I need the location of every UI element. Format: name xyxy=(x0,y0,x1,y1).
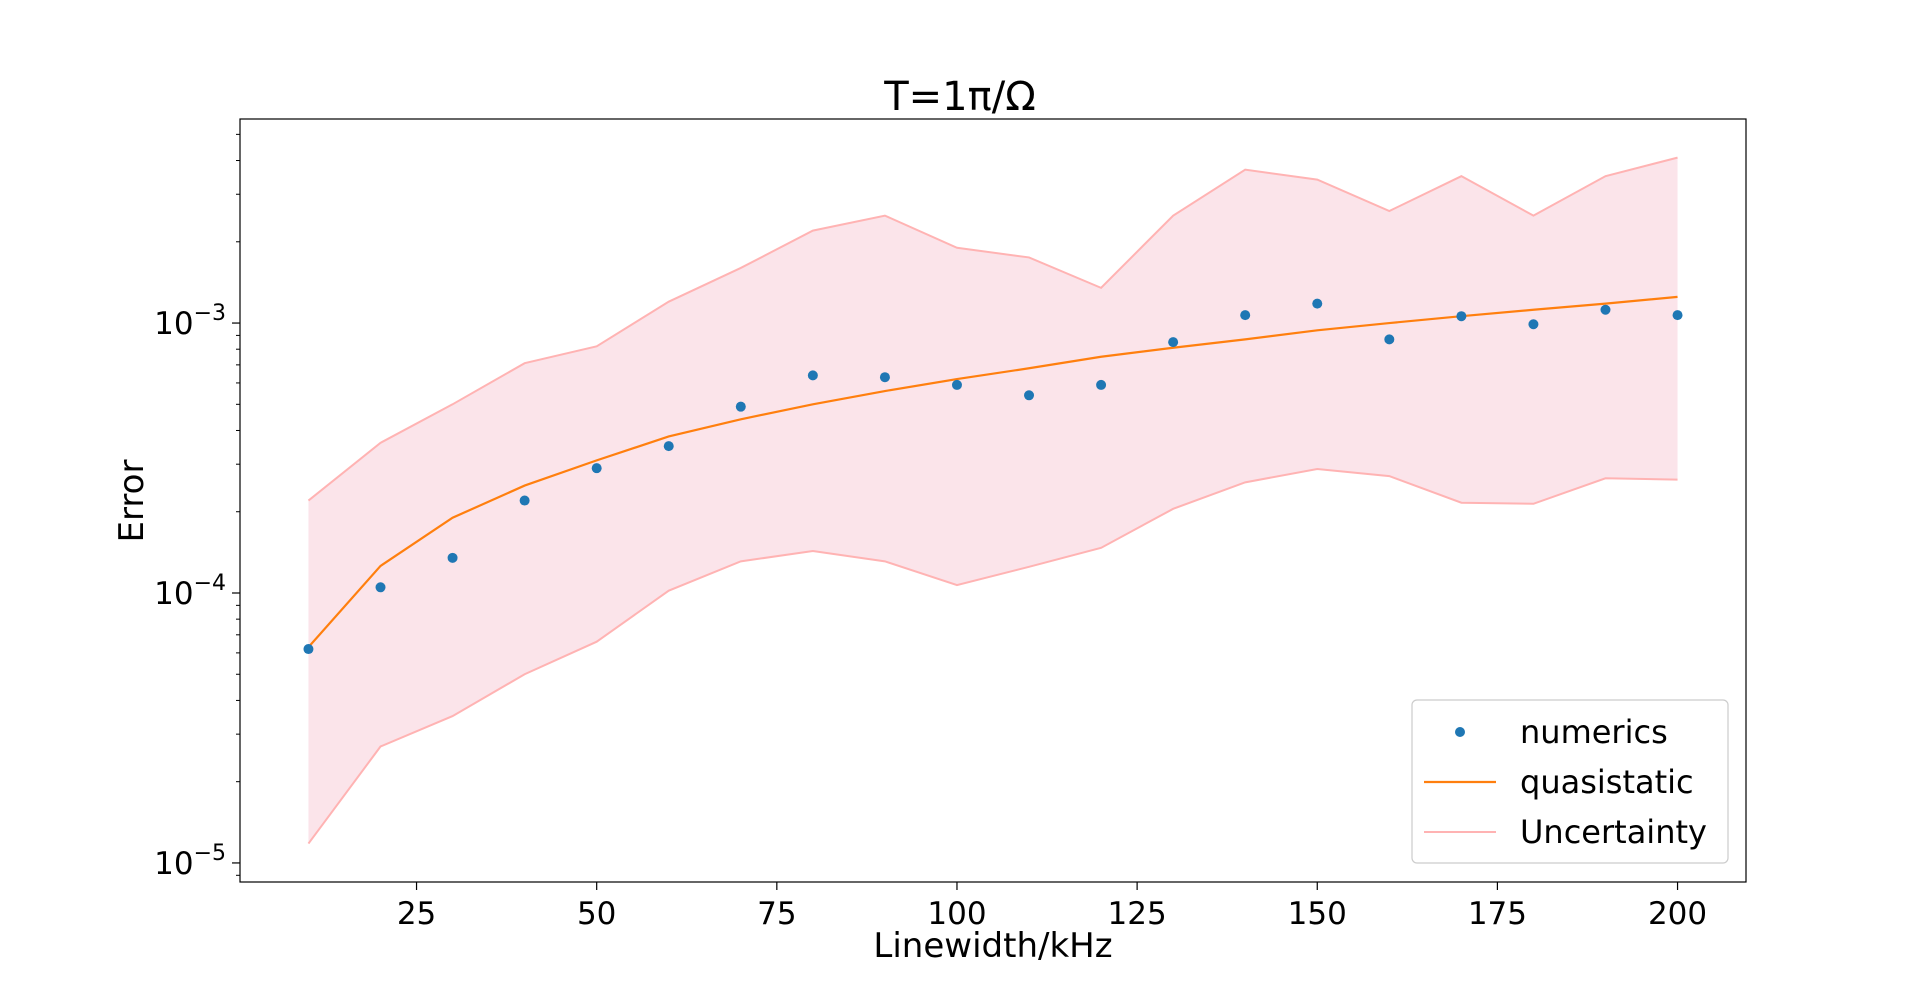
numerics-point xyxy=(375,582,386,593)
numerics-point xyxy=(1528,319,1539,330)
quasistatic-line xyxy=(307,295,1678,648)
legend-label: numerics xyxy=(1520,713,1668,751)
numerics-point xyxy=(807,370,818,381)
y-axis-label: Error xyxy=(112,460,152,543)
legend-label: Uncertainty xyxy=(1520,813,1707,851)
numerics-point xyxy=(1024,390,1035,401)
numerics-point xyxy=(303,644,314,655)
x-tick-label: 200 xyxy=(1648,896,1707,932)
numerics-point xyxy=(519,495,530,506)
x-axis-ticks: 25 50 75 100 125 150 175 200 xyxy=(397,882,1707,932)
y-tick-label: 10−3 xyxy=(154,301,226,342)
x-tick-label: 175 xyxy=(1468,896,1527,932)
x-tick-label: 25 xyxy=(397,896,436,932)
x-tick-label: 50 xyxy=(577,896,616,932)
x-tick-label: 125 xyxy=(1108,896,1167,932)
numerics-point xyxy=(951,379,962,390)
numerics-point xyxy=(1096,379,1107,390)
numerics-point xyxy=(1240,310,1251,321)
chart-title: T=1π/Ω xyxy=(883,74,1036,120)
legend-label: quasistatic xyxy=(1520,763,1694,801)
uncertainty-upper-line xyxy=(307,156,1678,502)
x-tick-label: 75 xyxy=(757,896,796,932)
numerics-point xyxy=(1384,334,1395,345)
numerics-point xyxy=(591,463,602,474)
legend: numerics quasistatic Uncertainty xyxy=(1411,699,1729,864)
numerics-point xyxy=(447,552,458,563)
numerics-point xyxy=(735,401,746,412)
numerics-point xyxy=(663,441,674,452)
numerics-point xyxy=(1672,310,1683,321)
plot-area-frame xyxy=(239,118,1747,883)
y-axis-ticks: 10−5 10−4 10−3 xyxy=(154,133,240,882)
legend-numerics-marker xyxy=(1455,727,1465,737)
quasistatic-line-layer xyxy=(307,295,1678,648)
numerics-point xyxy=(879,372,890,383)
uncertainty-lower-line xyxy=(307,467,1678,845)
numerics-point xyxy=(1456,311,1467,322)
x-tick-label: 100 xyxy=(927,896,986,932)
y-tick-label: 10−4 xyxy=(154,571,226,612)
numerics-point xyxy=(1600,304,1611,315)
numerics-point xyxy=(1168,337,1179,348)
numerics-points-layer xyxy=(303,298,1683,655)
numerics-point xyxy=(1312,298,1323,309)
x-tick-label: 150 xyxy=(1288,896,1347,932)
x-axis-label: Linewidth/kHz xyxy=(873,926,1112,966)
y-tick-label: 10−5 xyxy=(154,841,226,882)
legend-box xyxy=(1411,699,1729,864)
